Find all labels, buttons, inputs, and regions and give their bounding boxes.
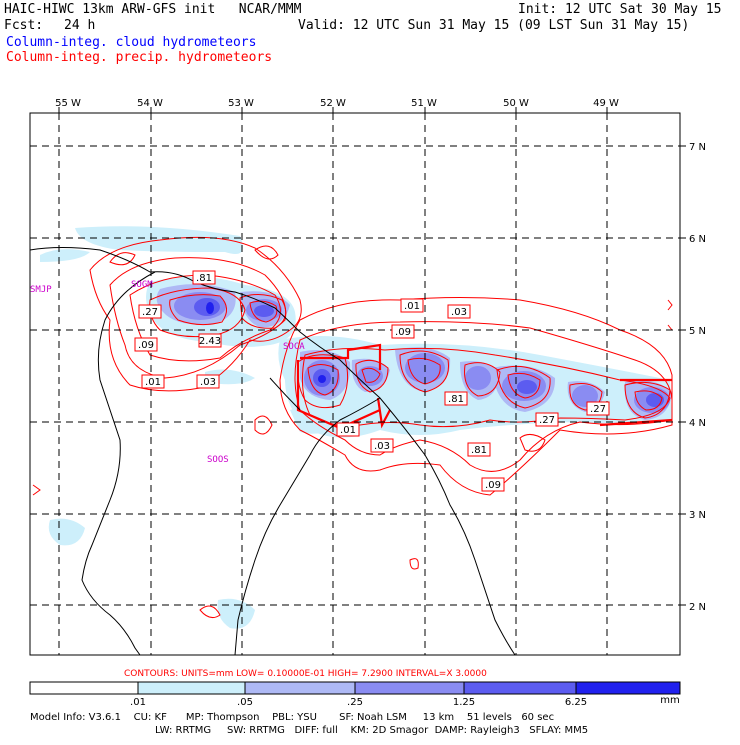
- contour-label-box: [138, 304, 162, 319]
- lat-label-6n: 6 N: [689, 234, 706, 245]
- scale-unit: mm: [660, 695, 679, 706]
- forecast-label: Fcst:: [4, 18, 44, 33]
- station-smjp: SMJP: [30, 285, 52, 295]
- contour-label: .27: [142, 307, 158, 318]
- contour-label-box: [535, 412, 559, 427]
- model-info-line2: LW: RRTMG SW: RRTMG DIFF: full KM: 2D Sm…: [155, 725, 589, 736]
- contour-label-box: [370, 438, 394, 453]
- contour-label-box: [444, 391, 468, 406]
- scale-tick-label: .05: [237, 697, 253, 708]
- color-scale: [29, 681, 681, 695]
- contour-label-box: [196, 374, 220, 389]
- contour-label: .01: [404, 301, 420, 312]
- contour-label: .09: [485, 480, 501, 491]
- plot-title: HAIC-HIWC 13km ARW-GFS init NCAR/MMM: [4, 2, 302, 17]
- contour-labels: .81 .27 2.43 .09 .01 .03 .01 .09 .03 .81 .01 .03 .81…: [134, 270, 610, 492]
- contour-label-box: [467, 442, 491, 457]
- color-scale-bin: [29, 681, 139, 695]
- contour-label: .27: [539, 415, 555, 426]
- contour-label: .03: [200, 377, 216, 388]
- lon-label-55w: 55 W: [55, 98, 81, 109]
- lat-label-5n: 5 N: [689, 326, 706, 337]
- contour-label: .01: [145, 377, 161, 388]
- lat-label-4n: 4 N: [689, 418, 706, 429]
- lat-label-2n: 2 N: [689, 602, 706, 613]
- scale-tick-label: .25: [347, 697, 363, 708]
- contour-label: .09: [395, 327, 411, 338]
- contour-label-box: [134, 337, 158, 352]
- color-scale-bin: [575, 681, 681, 695]
- footer-legend: CONTOURS: UNITS=mm LOW= 0.10000E-01 HIGH…: [29, 669, 681, 708]
- map-frame: [29, 112, 681, 656]
- forecast-hour: 24 h: [64, 18, 96, 33]
- contour-label-box: [391, 324, 415, 339]
- contour-label-box: [447, 304, 471, 319]
- valid-time: Valid: 12 UTC Sun 31 May 15 (09 LST Sun …: [298, 18, 690, 33]
- lon-label-54w: 54 W: [137, 98, 163, 109]
- contour-info: CONTOURS: UNITS=mm LOW= 0.10000E-01 HIGH…: [124, 669, 487, 679]
- lat-label-3n: 3 N: [689, 510, 706, 521]
- lon-label-53w: 53 W: [228, 98, 254, 109]
- field-precip-label: Column-integ. precip. hydrometeors: [6, 50, 273, 65]
- contour-label-box: [141, 374, 165, 389]
- station-soca: SOCA: [283, 342, 305, 352]
- contour-label: .81: [196, 273, 212, 284]
- contour-label: .81: [448, 394, 464, 405]
- model-info-line1: Model Info: V3.6.1 CU: KF MP: Thompson P…: [30, 712, 555, 723]
- lon-label-52w: 52 W: [320, 98, 346, 109]
- contour-label-box: [336, 422, 360, 437]
- contour-label: .03: [374, 441, 390, 452]
- contour-label: 2.43: [199, 336, 221, 347]
- contour-label: .03: [451, 307, 467, 318]
- color-scale-bin: [354, 681, 465, 695]
- color-scale-bin: [463, 681, 577, 695]
- field-cloud-label: Column-integ. cloud hydrometeors: [6, 35, 257, 50]
- station-sogm: SOGM: [131, 280, 153, 290]
- scale-tick-label: .01: [130, 697, 146, 708]
- contour-label-box: [481, 477, 505, 492]
- scale-tick-label: 1.25: [453, 697, 475, 708]
- contour-label-box: [400, 298, 424, 313]
- lon-label-51w: 51 W: [411, 98, 437, 109]
- coastline: [29, 247, 516, 656]
- station-soos: SOOS: [207, 455, 229, 465]
- contour-label-box: [586, 401, 610, 416]
- lon-label-50w: 50 W: [503, 98, 529, 109]
- contour-label: .81: [471, 445, 487, 456]
- contour-label-box: [198, 333, 222, 348]
- scale-tick-label: 6.25: [565, 697, 587, 708]
- color-scale-bin: [244, 681, 356, 695]
- init-time: Init: 12 UTC Sat 30 May 15: [518, 2, 722, 17]
- lon-label-49w: 49 W: [593, 98, 619, 109]
- lat-label-7n: 7 N: [689, 142, 706, 153]
- contour-label: .01: [340, 425, 356, 436]
- contour-label-box: [192, 270, 216, 285]
- color-scale-bin: [137, 681, 246, 695]
- contour-label: .09: [138, 340, 154, 351]
- contour-label: .27: [590, 404, 606, 415]
